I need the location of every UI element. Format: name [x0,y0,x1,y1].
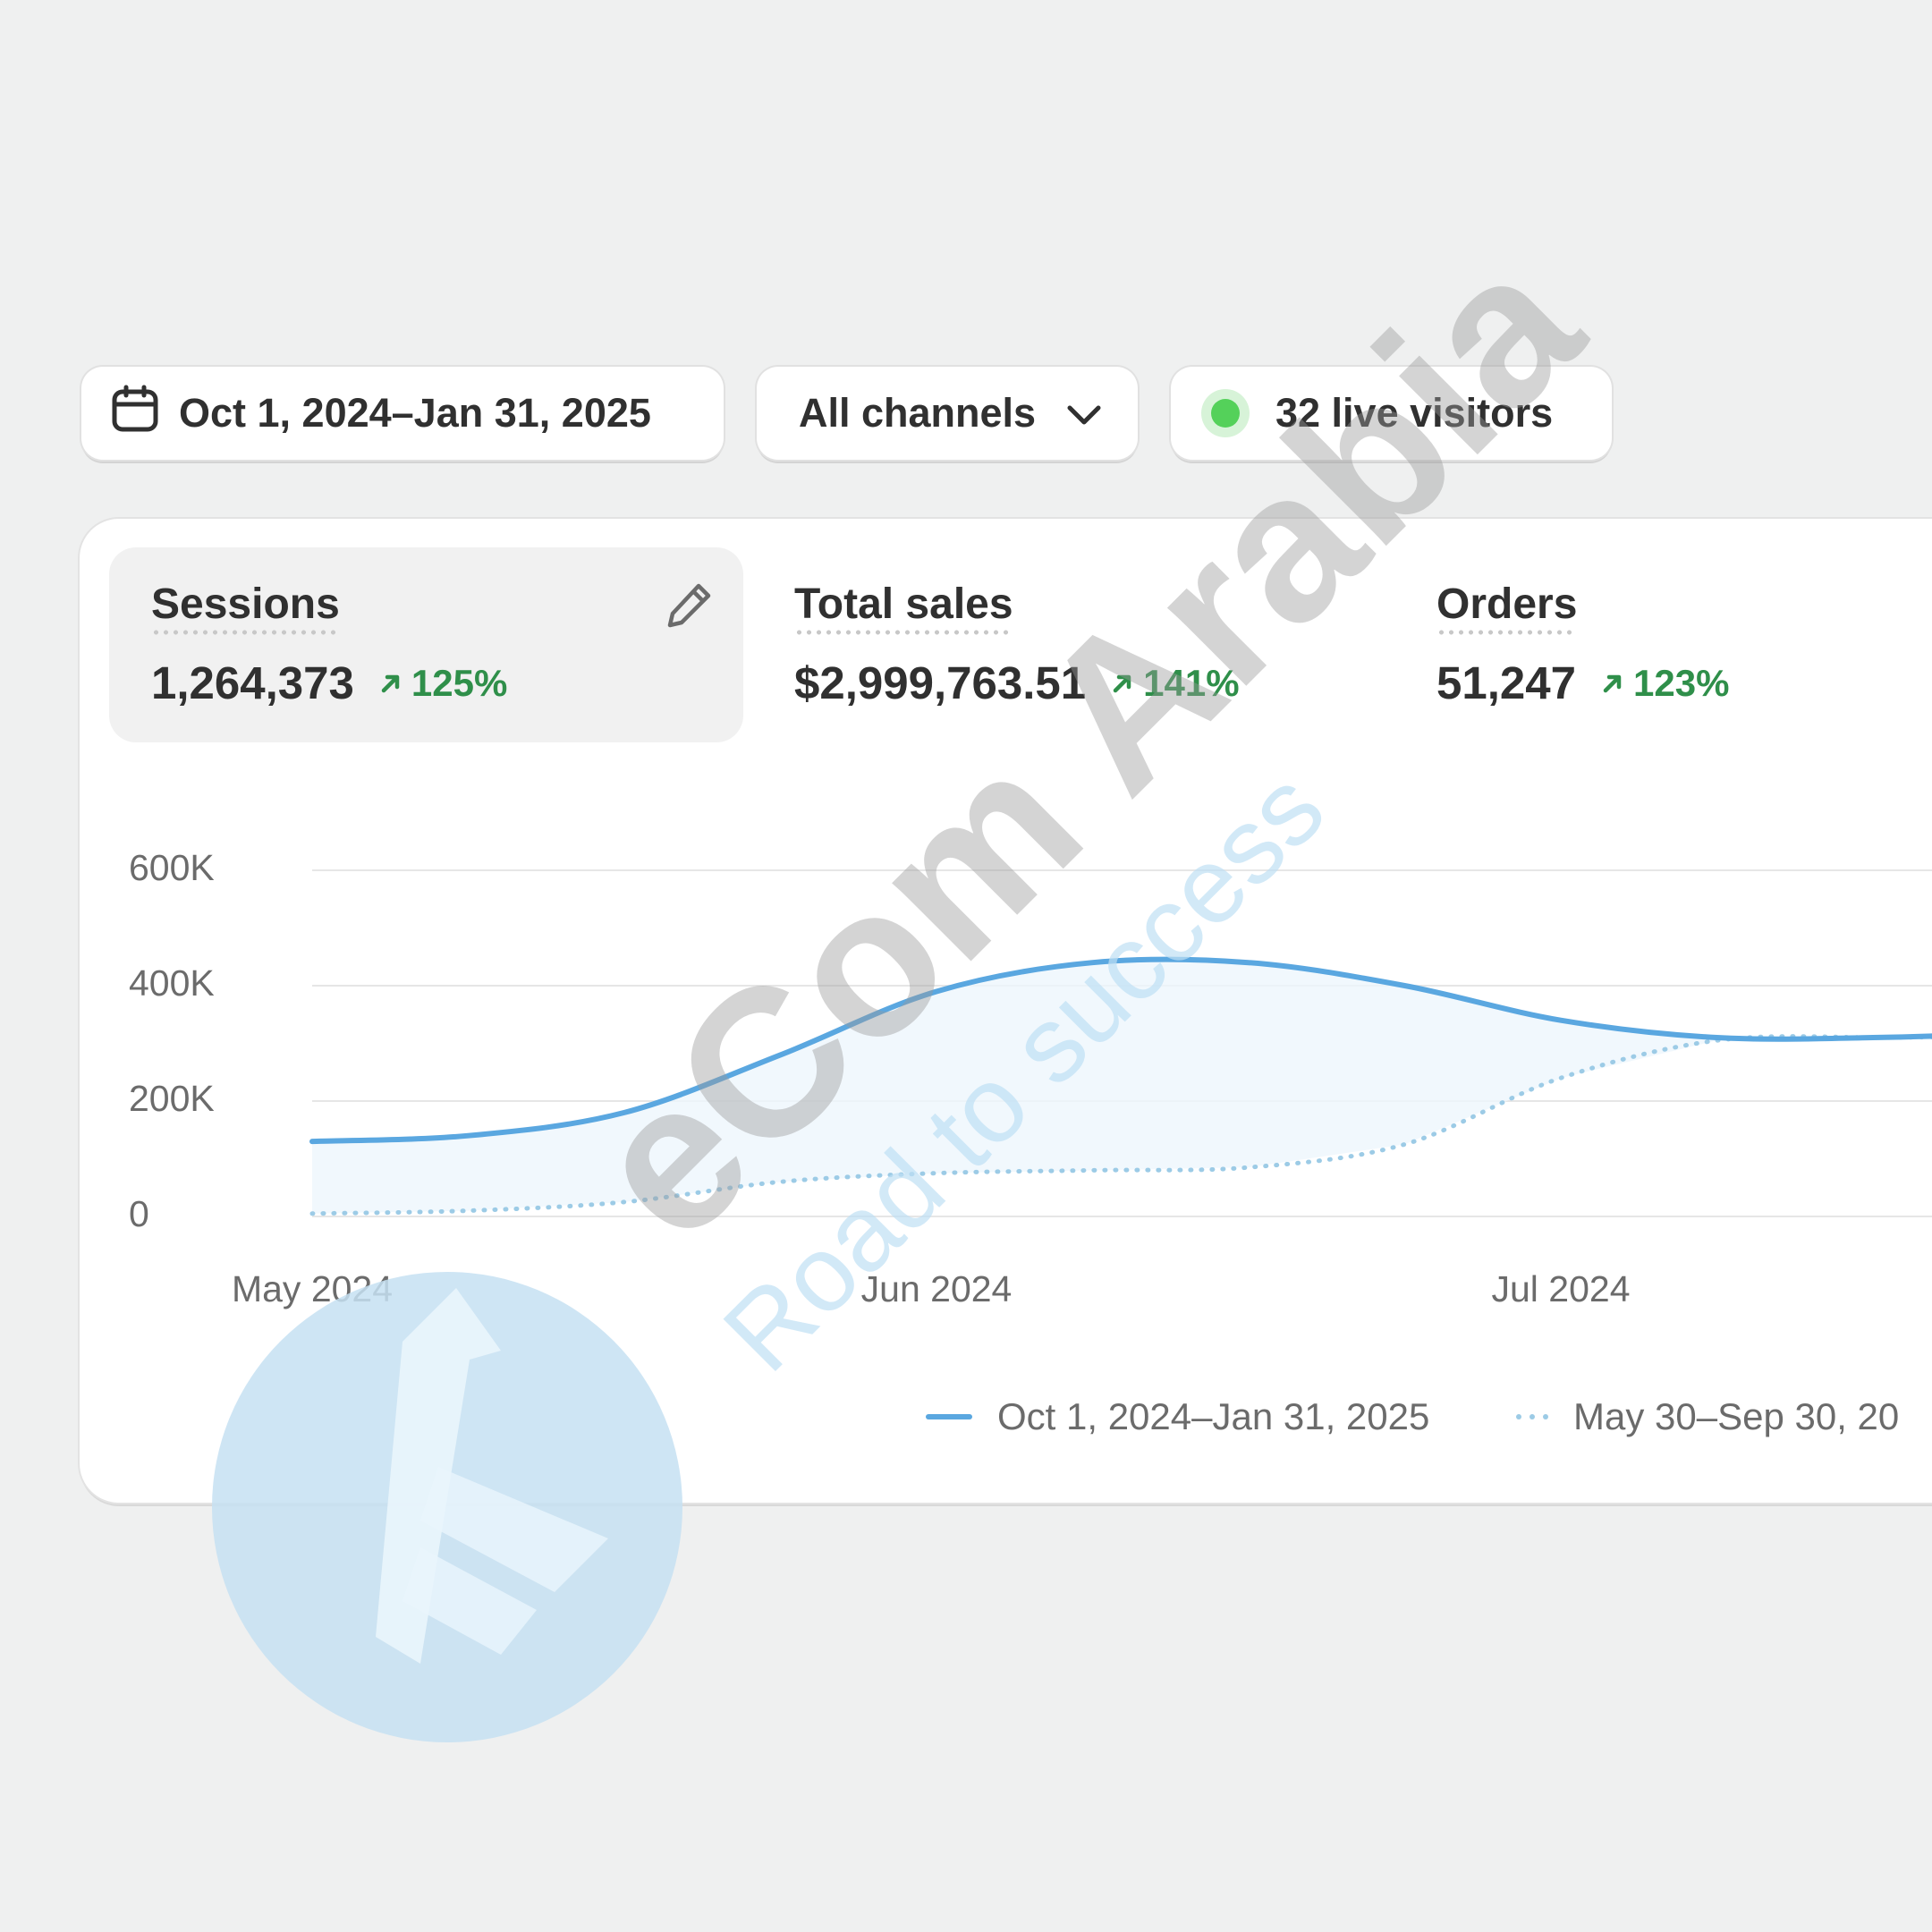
x-tick-label: Jul 2024 [1491,1268,1631,1309]
live-status-dot [1211,399,1240,428]
sessions-chart [309,869,1932,1217]
metric-value-row: 1,264,373 125% [151,657,507,709]
y-tick-label: 400K [129,962,215,1004]
metric-delta: 125% [379,662,507,705]
live-visitors-button[interactable]: 32 live visitors [1171,367,1612,460]
metric-delta-value: 125% [411,661,508,704]
metric-value: $2,999,763.51 [794,657,1087,708]
metric-orders[interactable]: Orders 51,247 123% [1368,547,1932,742]
calendar-icon [111,385,159,443]
metric-delta: 141% [1111,661,1240,705]
date-range-picker[interactable]: Oct 1, 2024–Jan 31, 2025 [81,367,724,460]
metric-value-row: 51,247 123% [1436,657,1729,709]
y-tick-label: 600K [129,847,215,888]
x-tick-label: May 2024 [231,1268,394,1309]
metric-delta-value: 123% [1633,661,1730,704]
metric-value: 1,264,373 [151,657,354,708]
metric-delta: 123% [1601,662,1729,705]
analytics-card: Sessions 1,264,373 125% Total sales $2,9… [80,519,1932,1503]
metric-title: Sessions [151,580,340,636]
metric-delta-value: 141% [1143,661,1240,704]
arrow-up-right-icon [1603,674,1622,692]
legend-dotted-swatch [1516,1414,1548,1419]
legend-item-current[interactable]: Oct 1, 2024–Jan 31, 2025 [926,1395,1429,1438]
metric-sessions[interactable]: Sessions 1,264,373 125% [109,547,743,742]
live-visitors-label: 32 live visitors [1275,390,1554,436]
y-tick-label: 200K [129,1078,215,1119]
series-area-fill [312,959,1932,1214]
channels-label: All channels [799,390,1037,436]
metric-total-sales[interactable]: Total sales $2,999,763.51 141% [724,547,1332,742]
pencil-icon[interactable] [665,580,715,634]
series-line-comparison [309,1034,1932,1216]
metric-value: 51,247 [1436,657,1576,708]
y-tick-label: 0 [129,1193,149,1234]
legend-item-comparison[interactable]: May 30–Sep 30, 20 [1516,1395,1899,1438]
series-line-current [309,956,1932,1145]
date-range-label: Oct 1, 2024–Jan 31, 2025 [179,390,651,436]
arrow-up-right-icon [1113,674,1131,692]
arrow-up-right-icon [381,674,400,692]
legend-label: Oct 1, 2024–Jan 31, 2025 [997,1395,1430,1437]
metric-title: Orders [1436,580,1578,636]
channels-dropdown[interactable]: All channels [757,367,1138,460]
metric-title: Total sales [794,580,1013,636]
x-tick-label: Jun 2024 [860,1268,1013,1309]
chevron-down-icon [1066,390,1102,436]
metric-value-row: $2,999,763.51 141% [794,657,1240,709]
legend-solid-swatch [926,1414,972,1419]
legend-label: May 30–Sep 30, 20 [1573,1395,1900,1437]
